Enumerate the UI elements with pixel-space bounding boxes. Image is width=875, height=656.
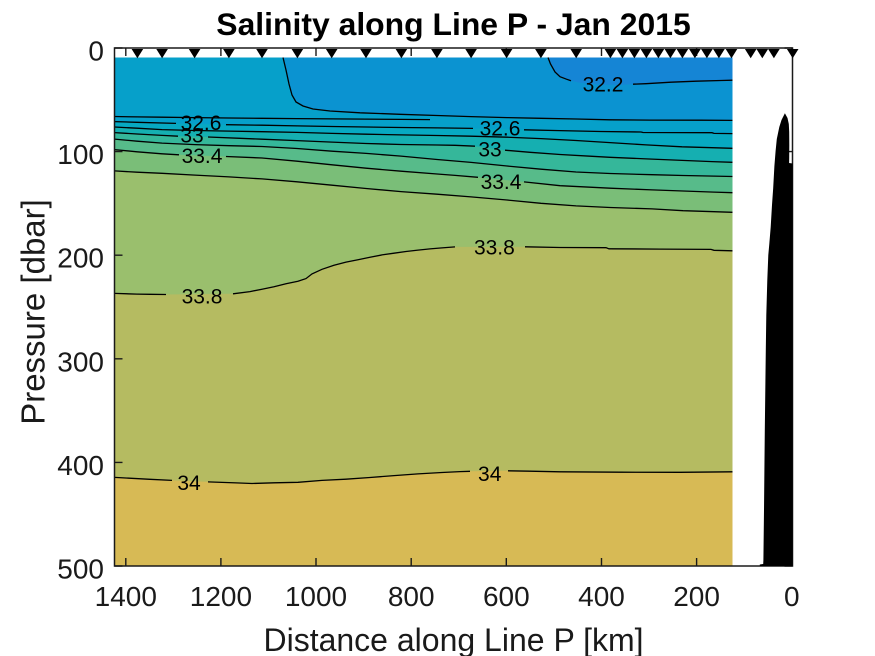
svg-text:34: 34 (177, 472, 201, 495)
svg-text:34: 34 (478, 463, 502, 486)
svg-text:0: 0 (784, 581, 800, 612)
svg-text:500: 500 (57, 554, 104, 585)
svg-text:Salinity along Line P - Jan 20: Salinity along Line P - Jan 2015 (216, 6, 690, 42)
svg-text:33.4: 33.4 (182, 145, 223, 168)
svg-text:33: 33 (180, 125, 203, 148)
svg-text:33.8: 33.8 (474, 237, 515, 260)
svg-text:0: 0 (88, 36, 104, 67)
svg-text:32.2: 32.2 (583, 74, 624, 97)
svg-text:1200: 1200 (190, 581, 252, 612)
svg-text:1000: 1000 (285, 581, 347, 612)
svg-text:100: 100 (57, 139, 104, 170)
svg-text:400: 400 (578, 581, 625, 612)
svg-text:Distance along Line P [km]: Distance along Line P [km] (263, 622, 643, 656)
svg-text:400: 400 (57, 450, 104, 481)
svg-text:32.6: 32.6 (480, 118, 521, 141)
svg-text:Pressure [dbar]: Pressure [dbar] (15, 199, 52, 425)
svg-text:33.8: 33.8 (182, 285, 223, 308)
svg-text:1400: 1400 (95, 581, 157, 612)
svg-text:200: 200 (673, 581, 720, 612)
svg-text:800: 800 (388, 581, 435, 612)
svg-text:33: 33 (478, 138, 501, 161)
svg-text:300: 300 (57, 346, 104, 377)
svg-text:32.6: 32.6 (181, 112, 222, 135)
svg-text:200: 200 (57, 243, 104, 274)
svg-text:600: 600 (483, 581, 530, 612)
svg-text:33.4: 33.4 (481, 171, 522, 194)
